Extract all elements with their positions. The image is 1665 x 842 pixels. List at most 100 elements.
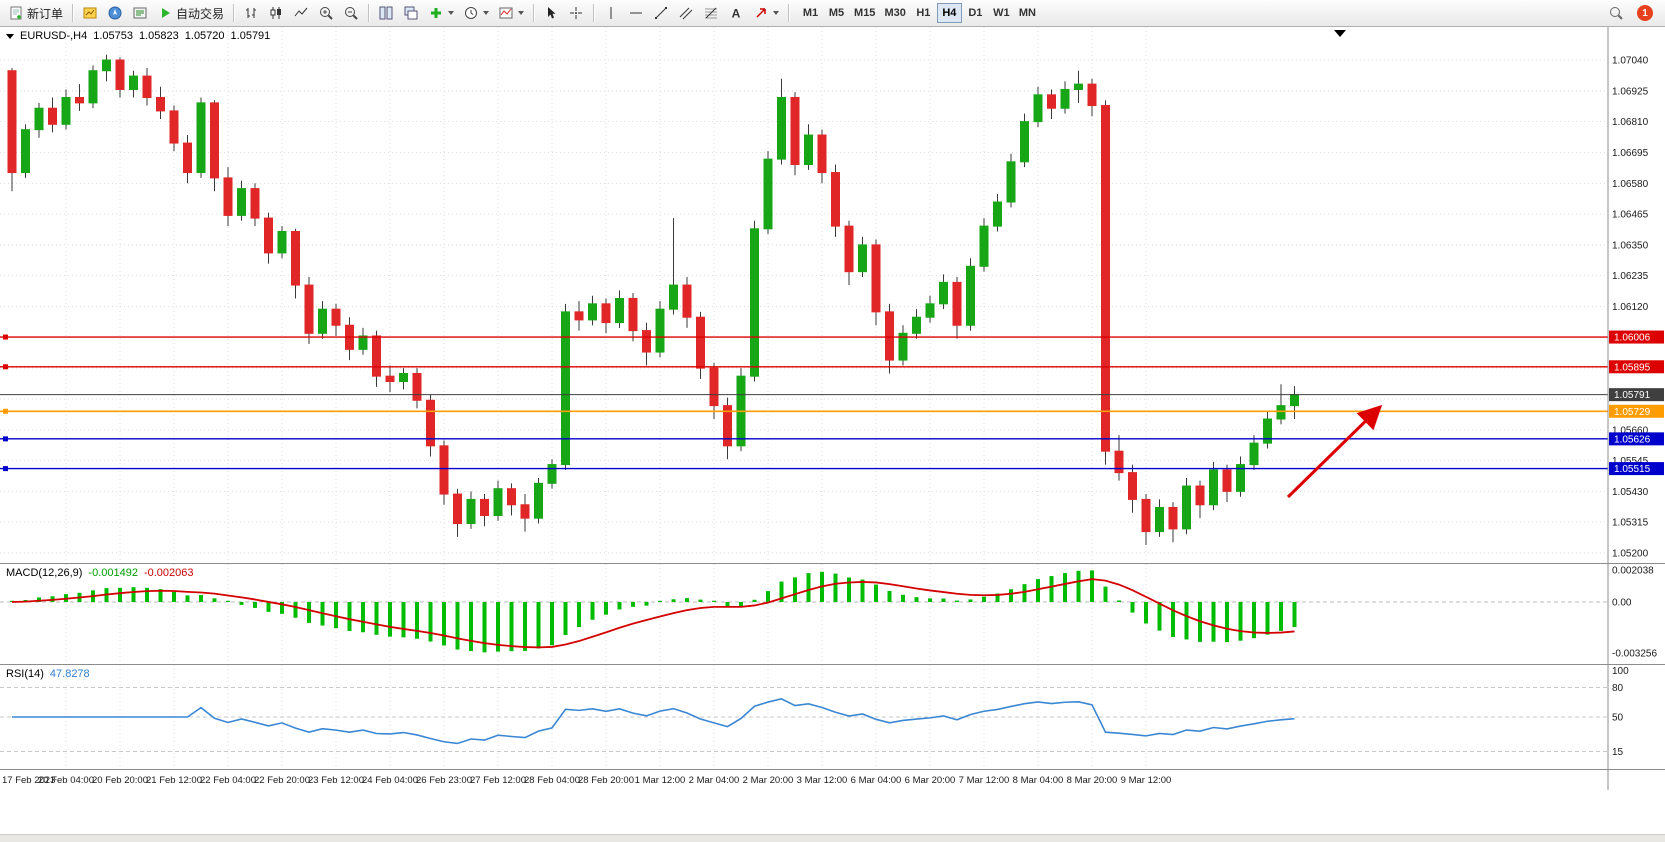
timeframe-m5-button[interactable]: M5 [824,3,849,23]
time-label: 28 Feb 04:00 [524,775,580,786]
channel-button[interactable] [674,2,698,24]
support-line-upper[interactable] [0,436,1608,442]
arrows-button[interactable] [749,2,783,24]
text-button[interactable]: A [724,2,748,24]
candle [642,322,651,366]
price-axis-label: 1.06925 [1612,86,1649,97]
chart-shift-marker[interactable] [1334,30,1346,37]
resistance-line-lower[interactable] [0,364,1608,370]
price-chart[interactable]: 1.07040 1.06925 1.06810 1.06695 1.06580 1.064… [0,27,1665,563]
market-watch-button[interactable] [78,2,102,24]
timeframe-d1-button[interactable]: D1 [963,3,988,23]
search-button[interactable] [1604,2,1628,24]
candle [979,218,989,272]
macd-signal-line [11,578,1295,649]
price-axis-label: 1.06695 [1612,148,1649,159]
templates-button[interactable] [494,2,528,24]
terminal-button[interactable] [128,2,152,24]
price-axis-label: 1.05200 [1612,549,1649,560]
window-filler [0,790,1665,834]
timeframe-mn-button[interactable]: MN [1015,3,1040,23]
candle [358,327,368,355]
time-label: 20 Feb 20:00 [92,775,148,786]
cascade-windows-icon [404,6,418,20]
price-axis-label: 1.07040 [1612,56,1649,67]
time-label: 8 Mar 20:00 [1067,775,1118,786]
cursor-button[interactable] [539,2,563,24]
candle [858,236,867,278]
time-label: 27 Feb 12:00 [470,775,526,786]
indicators-button[interactable] [424,2,458,24]
crosshair-icon [570,7,583,19]
time-label: 2 Mar 04:00 [689,775,740,786]
crosshair-button[interactable] [564,2,588,24]
new-order-button[interactable]: 新订单 [4,2,67,24]
support-line-lower[interactable] [0,466,1608,472]
periods-button[interactable] [459,2,493,24]
macd-pane[interactable]: 0.002038 0.00 -0.003256 MACD(12,26,9) -0.0… [0,563,1665,664]
candle [615,290,624,328]
zoom-in-button[interactable] [314,2,338,24]
timeframe-h4-button[interactable]: H4 [936,3,962,23]
time-label: 6 Mar 20:00 [905,775,956,786]
candlestick-chart-button[interactable] [264,2,288,24]
time-label: 22 Feb 20:00 [254,775,310,786]
auto-trading-button[interactable]: 自动交易 [153,2,228,24]
bar-chart-button[interactable] [239,2,263,24]
indicators-add-icon [431,8,442,18]
svg-text:1.05791: 1.05791 [1614,390,1651,401]
time-label: 23 Feb 12:00 [308,775,364,786]
candle [156,86,165,119]
macd-axis-label: 0.00 [1612,598,1632,609]
candle [399,368,408,390]
candle [1128,464,1137,513]
line-chart-button[interactable] [289,2,313,24]
templates-icon [499,7,513,19]
time-label: 22 Feb 04:00 [200,775,256,786]
time-label: 28 Feb 20:00 [578,775,634,786]
timeframe-w1-button[interactable]: W1 [989,3,1014,23]
candle [385,365,395,393]
candle [61,89,71,130]
cascade-windows-button[interactable] [399,2,423,24]
rsi-line [12,698,1295,745]
candle [277,226,287,259]
timeframe-m15-button[interactable]: M15 [850,3,879,23]
tile-windows-button[interactable] [374,2,398,24]
periods-clock-icon [465,7,478,19]
candle [439,440,449,505]
candle [709,362,719,420]
candle [264,212,273,264]
navigator-button[interactable] [103,2,127,24]
timeframe-m30-button[interactable]: M30 [880,3,909,23]
market-watch-icon [83,7,97,19]
price-axis-label: 1.06465 [1612,210,1649,221]
horizontal-line-button[interactable] [624,2,648,24]
macd-chart: 0.002038 0.00 -0.003256 [0,564,1657,664]
time-label: 1 Mar 12:00 [635,775,686,786]
candle [1276,384,1286,425]
arrow-annotation[interactable] [1286,404,1383,499]
timeframe-m1-button[interactable]: M1 [798,3,823,23]
candle [655,301,665,358]
rsi-pane[interactable]: 100 80 50 15 RSI(14) 47.8278 [0,664,1665,769]
resistance-line-upper[interactable] [0,334,1608,340]
chart-menu-icon[interactable] [6,33,14,39]
timeframe-h1-button[interactable]: H1 [911,3,936,23]
fibonacci-button[interactable] [699,2,723,24]
candle [669,218,678,315]
notification-badge[interactable]: 1 [1637,5,1653,21]
candle [129,70,138,98]
vertical-line-button[interactable] [599,2,623,24]
candle [574,301,584,331]
equidistant-channel-icon [679,7,693,20]
search-icon [1610,7,1623,20]
pivot-line-orange-badge: 1.05729 [1609,404,1664,418]
svg-text:1.06006: 1.06006 [1614,333,1651,344]
trendline-button[interactable] [649,2,673,24]
time-axis[interactable]: 17 Feb 2023 20 Feb 04:00 20 Feb 20:00 21 Fe… [0,769,1665,790]
zoom-out-button[interactable] [339,2,363,24]
pivot-line-orange[interactable] [0,408,1608,414]
candle [7,68,17,192]
price-pane[interactable]: 1.07040 1.06925 1.06810 1.06695 1.06580 1.064… [0,27,1665,563]
